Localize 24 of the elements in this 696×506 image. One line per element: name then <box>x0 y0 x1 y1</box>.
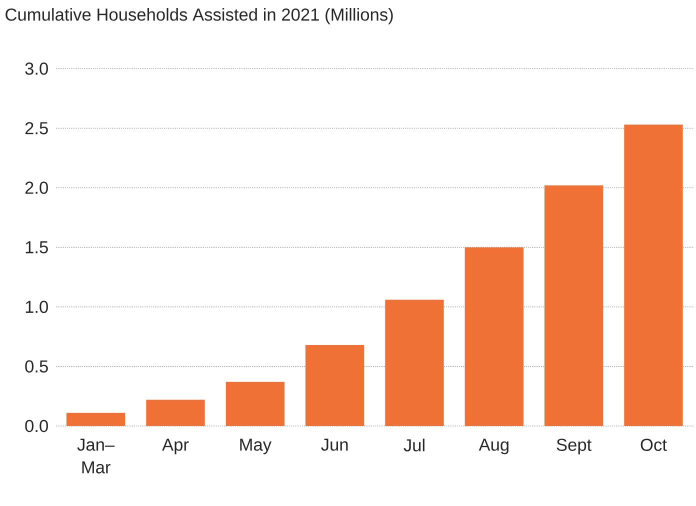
y-tick-label: 0.5 <box>25 360 48 373</box>
x-tick-label: May <box>240 438 272 454</box>
x-tick-label: Oct <box>640 438 667 451</box>
bar <box>146 400 205 426</box>
bar <box>464 247 524 426</box>
bar <box>624 124 683 426</box>
y-tick-label: 3.0 <box>25 62 48 75</box>
y-tick-label: 2.5 <box>25 122 48 134</box>
bar <box>226 382 284 426</box>
x-tick-label: Jun <box>321 438 348 451</box>
y-tick-label: 1.5 <box>26 241 48 254</box>
x-tick-label: Aug <box>478 438 508 454</box>
bar <box>305 344 364 426</box>
x-tick-label: Jul <box>404 438 424 452</box>
y-tick-label: 2.0 <box>25 182 48 194</box>
x-tick-label: Sept <box>556 438 592 454</box>
bar <box>66 412 126 426</box>
bar <box>385 300 444 426</box>
chart-title: Cumulative Households Assisted in 2021 (Millions) <box>6 8 393 24</box>
y-tick-label: 0.0 <box>25 420 48 432</box>
x-tick-label: Apr <box>162 438 189 454</box>
bar <box>544 185 604 426</box>
y-tick-label: 1.0 <box>26 300 48 314</box>
x-tick-label: Jan–Mar <box>77 438 115 474</box>
